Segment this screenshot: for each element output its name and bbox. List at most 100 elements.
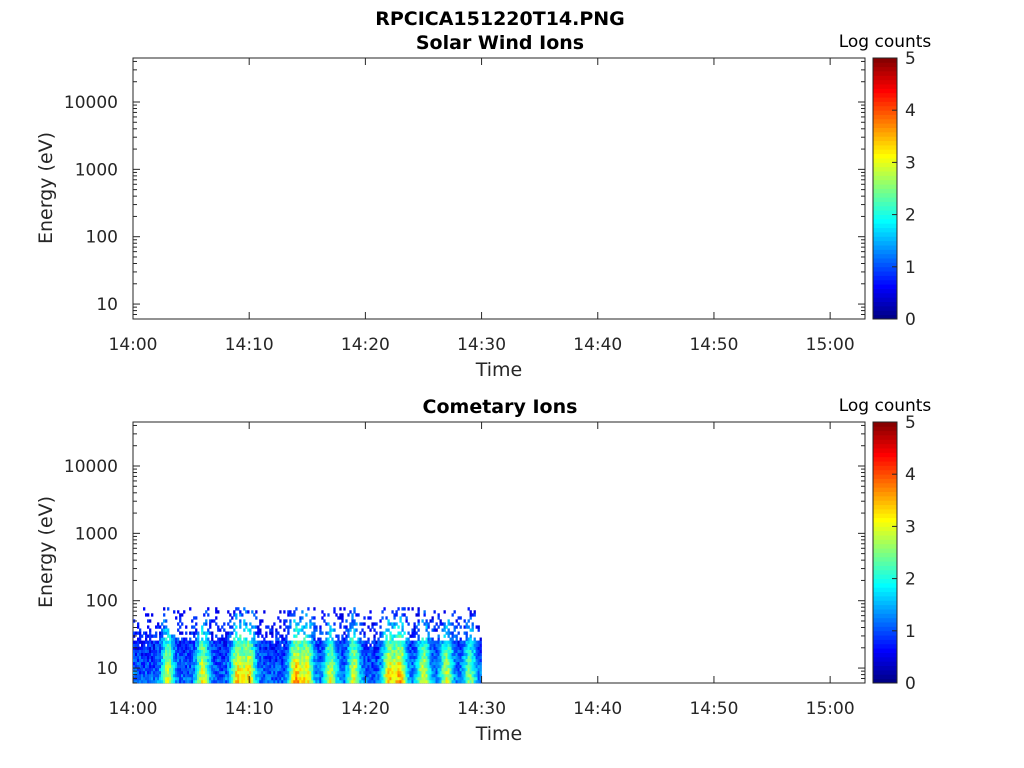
heatmap-cell xyxy=(285,661,288,666)
heatmap-cell xyxy=(475,652,478,657)
heatmap-cell xyxy=(403,646,406,650)
heatmap-cell xyxy=(141,676,144,681)
heatmap-cell xyxy=(191,658,194,663)
heatmap-cell xyxy=(139,646,142,650)
heatmap-cell xyxy=(355,676,358,681)
heatmap-cell xyxy=(227,655,230,660)
heatmap-cell xyxy=(433,643,436,647)
heatmap-cell xyxy=(283,643,286,647)
heatmap-cell xyxy=(395,661,398,666)
heatmap-cell xyxy=(347,664,350,669)
heatmap-cell xyxy=(311,640,314,644)
heatmap-cell xyxy=(459,652,462,657)
heatmap-cell xyxy=(421,676,424,681)
heatmap-cell xyxy=(361,652,364,657)
heatmap-cell xyxy=(291,649,294,653)
heatmap-cell xyxy=(305,670,308,675)
heatmap-cell xyxy=(267,658,270,663)
heatmap-cell xyxy=(235,649,238,653)
heatmap-cell xyxy=(319,646,322,650)
heatmap-cell xyxy=(333,661,336,666)
heatmap-cell xyxy=(383,658,386,663)
heatmap-cell xyxy=(287,628,290,632)
heatmap-cell xyxy=(159,673,162,678)
heatmap-cell xyxy=(363,649,366,653)
heatmap-cell xyxy=(297,646,300,650)
heatmap-cell xyxy=(207,628,210,632)
heatmap-cell xyxy=(243,622,246,626)
colorbar-segment xyxy=(873,448,897,453)
heatmap-cell xyxy=(365,649,368,653)
heatmap-cell xyxy=(479,658,482,663)
heatmap-cell xyxy=(423,649,426,653)
heatmap-cell xyxy=(349,661,352,666)
heatmap-cell xyxy=(197,673,200,678)
heatmap-cell xyxy=(339,667,342,672)
heatmap-cell xyxy=(345,640,348,644)
heatmap-cell xyxy=(301,652,304,657)
heatmap-cell xyxy=(397,652,400,657)
heatmap-cell xyxy=(371,640,374,644)
heatmap-cell xyxy=(305,640,308,644)
heatmap-cell xyxy=(423,613,426,617)
heatmap-cell xyxy=(243,679,246,684)
heatmap-cell xyxy=(183,667,186,672)
heatmap-cell xyxy=(181,667,184,672)
heatmap-cell xyxy=(215,616,218,620)
heatmap-cell xyxy=(465,622,468,626)
heatmap-cell xyxy=(389,649,392,653)
heatmap-cell xyxy=(201,676,204,681)
heatmap-cell xyxy=(333,610,336,614)
heatmap-cell xyxy=(145,670,148,675)
heatmap-cell xyxy=(443,625,446,629)
heatmap-cell xyxy=(433,676,436,681)
heatmap-cell xyxy=(331,676,334,681)
heatmap-cell xyxy=(277,670,280,675)
heatmap-cell xyxy=(189,658,192,663)
heatmap-cell xyxy=(399,658,402,663)
heatmap-cell xyxy=(263,652,266,657)
x-tick-label: 14:20 xyxy=(341,699,390,719)
heatmap-cell xyxy=(417,661,420,666)
heatmap-cell xyxy=(229,661,232,666)
heatmap-cell xyxy=(393,658,396,663)
heatmap-cell xyxy=(415,643,418,647)
colorbar-segment xyxy=(873,656,897,662)
heatmap-cell xyxy=(205,652,208,657)
heatmap-cell xyxy=(199,652,202,657)
heatmap-cell xyxy=(321,616,324,620)
heatmap-cell xyxy=(191,646,194,650)
heatmap-cell xyxy=(441,670,444,675)
heatmap-cell xyxy=(147,634,150,638)
heatmap-cell xyxy=(139,655,142,660)
heatmap-cell xyxy=(457,640,460,644)
heatmap-cell xyxy=(161,667,164,672)
heatmap-cell xyxy=(379,640,382,644)
heatmap-cell xyxy=(259,676,262,681)
heatmap-cell xyxy=(395,649,398,653)
heatmap-cell xyxy=(433,655,436,660)
heatmap-cell xyxy=(249,658,252,663)
heatmap-cell xyxy=(413,622,416,626)
heatmap-cell xyxy=(153,667,156,672)
heatmap-cell xyxy=(425,646,428,650)
heatmap-cell xyxy=(133,646,136,650)
heatmap-cell xyxy=(393,643,396,647)
x-tick-label: 14:10 xyxy=(225,699,274,719)
heatmap-cell xyxy=(289,643,292,647)
heatmap-cell xyxy=(185,667,188,672)
heatmap-cell xyxy=(401,628,404,632)
heatmap-cell xyxy=(143,607,146,611)
heatmap-cell xyxy=(299,658,302,663)
heatmap-cell xyxy=(209,655,212,660)
colorbar-segment xyxy=(873,587,897,593)
colorbar-segment xyxy=(873,517,897,523)
heatmap-cell xyxy=(151,670,154,675)
heatmap-cell xyxy=(287,670,290,675)
heatmap-cell xyxy=(449,646,452,650)
heatmap-cell xyxy=(427,667,430,672)
heatmap-cell xyxy=(303,655,306,660)
heatmap-cell xyxy=(353,619,356,623)
heatmap-cell xyxy=(357,652,360,657)
